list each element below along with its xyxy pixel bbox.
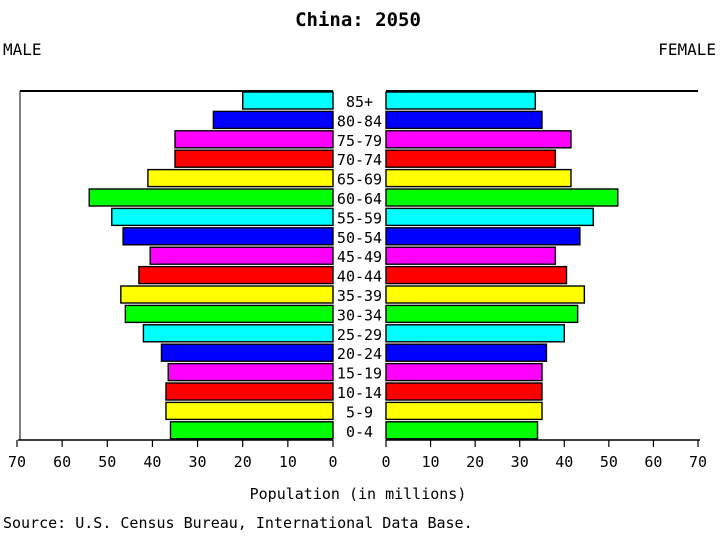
female-bar xyxy=(385,265,568,285)
female-bar xyxy=(385,207,594,227)
male-bar xyxy=(242,91,334,110)
age-group-label: 65-69 xyxy=(337,171,382,189)
male-bar xyxy=(165,401,334,421)
age-group-label: 85+ xyxy=(346,93,373,111)
age-group-label: 40-44 xyxy=(337,268,382,286)
male-bar xyxy=(120,285,334,304)
female-bar xyxy=(385,188,619,207)
x-tick-label: 30 xyxy=(511,453,529,471)
x-tick-label: 10 xyxy=(279,453,297,471)
age-group-label: 75-79 xyxy=(337,132,382,150)
male-bar xyxy=(174,130,334,149)
age-group-label: 45-49 xyxy=(337,248,382,266)
age-group-label: 35-39 xyxy=(337,287,382,305)
male-bar xyxy=(124,304,334,324)
x-tick-label: 20 xyxy=(234,453,252,471)
female-bar xyxy=(385,246,557,265)
source-note: Source: U.S. Census Bureau, Internationa… xyxy=(3,514,473,532)
x-axis-label: Population (in millions) xyxy=(250,485,467,503)
female-bar xyxy=(385,401,543,421)
female-bar xyxy=(385,130,572,149)
age-group-label: 55-59 xyxy=(337,209,382,227)
age-group-label: 15-19 xyxy=(337,365,382,383)
male-bar xyxy=(160,343,334,362)
female-bar xyxy=(385,91,537,110)
age-group-label: 30-34 xyxy=(337,306,382,324)
x-tick-label: 70 xyxy=(8,453,26,471)
female-bar xyxy=(385,227,581,246)
male-bar xyxy=(169,421,334,440)
age-group-label: 50-54 xyxy=(337,229,382,247)
male-bar xyxy=(167,362,334,382)
male-bar xyxy=(149,246,334,265)
female-bar xyxy=(385,362,543,382)
x-tick-label: 60 xyxy=(53,453,71,471)
x-tick-label: 40 xyxy=(143,453,161,471)
male-bar xyxy=(122,227,334,246)
female-bar xyxy=(385,324,565,343)
age-group-label: 20-24 xyxy=(337,345,382,363)
age-group-label: 60-64 xyxy=(337,190,382,208)
x-tick-label: 50 xyxy=(600,453,618,471)
male-bar xyxy=(212,110,334,130)
x-tick-label: 20 xyxy=(466,453,484,471)
bars-group xyxy=(88,91,619,440)
age-group-label: 70-74 xyxy=(337,151,382,169)
male-bar xyxy=(174,149,334,168)
male-label: MALE xyxy=(3,40,42,59)
male-bar xyxy=(88,188,334,207)
female-bar xyxy=(385,110,543,130)
female-bar xyxy=(385,168,572,188)
female-bar xyxy=(385,343,548,362)
female-label: FEMALE xyxy=(658,40,716,59)
female-bar xyxy=(385,382,543,401)
chart-title: China: 2050 xyxy=(295,9,421,31)
age-group-label: 80-84 xyxy=(337,112,382,130)
female-bar xyxy=(385,304,579,324)
age-group-label: 25-29 xyxy=(337,326,382,344)
x-tick-label: 30 xyxy=(189,453,207,471)
male-bar xyxy=(142,324,334,343)
female-bar xyxy=(385,149,557,168)
x-tick-label: 50 xyxy=(98,453,116,471)
male-bar xyxy=(138,265,334,285)
x-tick-label: 10 xyxy=(422,453,440,471)
x-tick-label: 0 xyxy=(328,453,337,471)
age-group-label: 5-9 xyxy=(346,403,373,421)
x-tick-label: 70 xyxy=(689,453,707,471)
male-bar xyxy=(165,382,334,401)
age-group-label: 10-14 xyxy=(337,384,382,402)
x-ticks-group: 70 60 50 40 30 20 10 0 0 10 20 30 40 50 60 70 xyxy=(8,440,707,471)
male-bar xyxy=(111,207,334,227)
age-group-label: 0-4 xyxy=(346,423,373,441)
male-bar xyxy=(147,168,334,188)
x-tick-label: 60 xyxy=(644,453,662,471)
female-bar xyxy=(385,421,539,440)
x-tick-label: 40 xyxy=(555,453,573,471)
x-tick-label: 0 xyxy=(381,453,390,471)
female-bar xyxy=(385,285,586,304)
